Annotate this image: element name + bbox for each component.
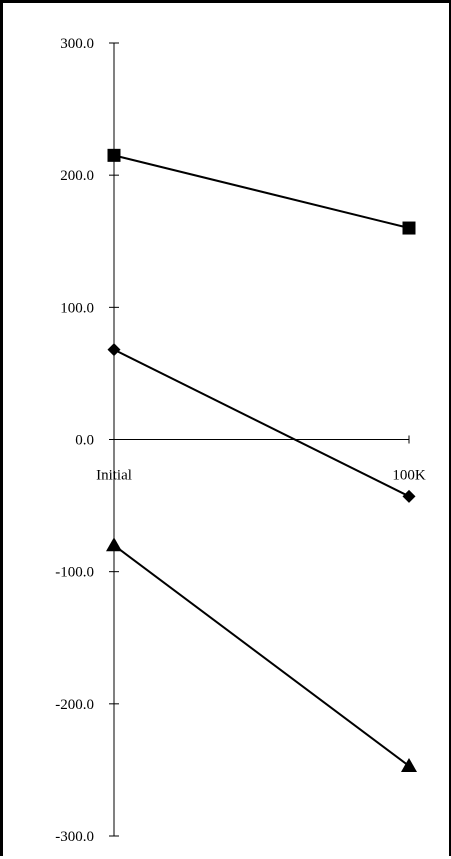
- y-tick-label: 300.0: [60, 36, 94, 52]
- x-tick-label: 100K: [392, 468, 426, 484]
- data-point-diamond: [107, 343, 121, 357]
- series-layer: [106, 148, 417, 772]
- series-diamond: [107, 343, 416, 503]
- data-point-square: [402, 221, 416, 235]
- series-line: [113, 348, 410, 498]
- data-point-diamond: [402, 489, 416, 503]
- data-point-square: [107, 148, 121, 162]
- y-tick-label: -200.0: [55, 697, 94, 713]
- series-line: [113, 544, 410, 767]
- x-tick-labels: Initial 100K: [96, 468, 426, 484]
- y-tick-label: -300.0: [55, 829, 94, 845]
- axes: [109, 42, 410, 837]
- series-triangle: [106, 537, 417, 772]
- y-tick-label: -100.0: [55, 565, 94, 581]
- data-point-triangle: [401, 757, 417, 772]
- x-tick-label: Initial: [96, 468, 132, 484]
- y-tick-label: 100.0: [60, 300, 94, 316]
- data-point-triangle: [106, 537, 122, 552]
- series-square: [107, 148, 416, 235]
- y-tick-label: 0.0: [75, 433, 94, 449]
- y-tick-labels: 300.0 200.0 100.0 0.0 -100.0 -200.0 -300.0: [55, 36, 94, 845]
- series-line: [113, 154, 410, 230]
- y-tick-label: 200.0: [60, 168, 94, 184]
- line-chart: 300.0 200.0 100.0 0.0 -100.0 -200.0 -300.0 Ini…: [55, 36, 426, 845]
